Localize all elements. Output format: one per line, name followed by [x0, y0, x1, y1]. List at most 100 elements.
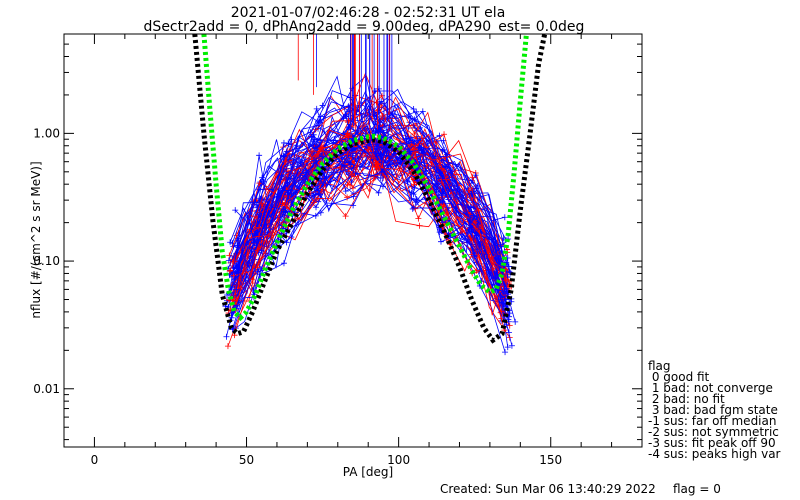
trace-marker — [345, 134, 352, 141]
trace-marker — [280, 152, 287, 159]
trace-line — [236, 156, 505, 331]
trace-marker — [308, 133, 315, 140]
trace-marker — [319, 102, 326, 109]
trace-marker — [434, 180, 441, 187]
trace-marker — [285, 156, 292, 163]
trace-line — [232, 102, 504, 268]
trace-marker — [476, 242, 483, 249]
measured-trace — [230, 102, 507, 271]
trace-marker — [443, 176, 450, 183]
trace-marker — [226, 252, 233, 259]
trace-marker — [419, 108, 426, 115]
legend-item: 2 bad: no fit — [648, 392, 725, 406]
trace-line — [233, 146, 509, 320]
trace-marker — [471, 225, 478, 232]
trace-marker — [410, 105, 417, 112]
trace-marker — [373, 166, 380, 173]
trace-marker — [410, 204, 417, 211]
created-timestamp: Created: Sun Mar 06 13:40:29 2022 — [440, 482, 656, 496]
trace-marker — [411, 130, 418, 137]
trace-marker — [312, 145, 319, 152]
trace-marker — [348, 170, 355, 177]
trace-marker — [470, 252, 477, 259]
trace-marker — [439, 192, 446, 199]
flag-value: flag = 0 — [673, 482, 721, 496]
trace-marker — [344, 181, 351, 188]
trace-marker — [344, 130, 351, 137]
trace-line — [233, 124, 502, 316]
trace-marker — [313, 157, 320, 164]
trace-line — [238, 134, 506, 288]
flag-legend: flag 0 good fit 1 bad: not converge 2 ba… — [648, 359, 781, 461]
trace-line — [230, 115, 504, 280]
y-axis-label: nflux [#/(cm^2 s sr MeV)] — [29, 161, 43, 318]
trace-marker — [503, 277, 510, 284]
trace-marker — [317, 113, 324, 120]
trace-marker — [283, 239, 290, 246]
trace-marker — [412, 142, 419, 149]
trace-marker — [379, 113, 386, 120]
trace-marker — [471, 195, 478, 202]
trace-marker — [316, 191, 323, 198]
trace-line — [228, 90, 501, 261]
trace-marker — [436, 229, 443, 236]
trace-marker — [415, 215, 422, 222]
legend-item: -3 sus: fit peak off 90 — [648, 436, 776, 450]
trace-marker — [417, 136, 424, 143]
trace-marker — [413, 108, 420, 115]
trace-marker — [441, 131, 448, 138]
trace-marker — [349, 185, 356, 192]
trace-marker — [284, 179, 291, 186]
trace-marker — [278, 172, 285, 179]
y-tick-label: 0.10 — [33, 254, 60, 268]
trace-marker — [444, 151, 451, 158]
trace-marker — [226, 268, 233, 275]
trace-marker — [342, 188, 349, 195]
measured-trace — [231, 96, 509, 273]
trace-line — [234, 96, 506, 270]
fit-curve — [201, 34, 529, 322]
trace-marker — [313, 204, 320, 211]
trace-marker — [342, 213, 349, 220]
trace-line — [235, 140, 511, 326]
trace-marker — [230, 264, 237, 271]
trace-marker — [227, 239, 234, 246]
trace-marker — [279, 200, 286, 207]
trace-marker — [381, 167, 388, 174]
trace-marker — [224, 343, 231, 350]
trace-marker — [474, 201, 481, 208]
trace-marker — [465, 226, 472, 233]
trace-line — [237, 138, 501, 315]
axes-layer: 0 50 100 150 0.01 0.10 1.00 — [33, 33, 643, 467]
trace-marker — [512, 318, 519, 325]
trace-marker — [506, 322, 513, 329]
trace-marker — [469, 174, 476, 181]
trace-marker — [344, 151, 351, 158]
trace-marker — [341, 162, 348, 169]
trace-marker — [255, 224, 262, 231]
trace-marker — [380, 129, 387, 136]
trace-bundle — [192, 34, 548, 356]
trace-marker — [232, 207, 239, 214]
legend-title: flag — [648, 359, 671, 373]
x-axis-label: PA [deg] — [343, 465, 393, 479]
chart-title-line2: dSectr2add = 0, dPhAng2add = 9.00deg, dP… — [144, 19, 585, 35]
trace-marker — [256, 180, 263, 187]
trace-marker — [233, 286, 240, 293]
trace-marker — [345, 159, 352, 166]
trace-marker — [318, 153, 325, 160]
legend-item: 0 good fit — [648, 370, 710, 384]
x-tick-label: 50 — [239, 453, 254, 467]
trace-marker — [307, 129, 314, 136]
trace-marker — [473, 185, 480, 192]
legend-item: -2 sus: not symmetric — [648, 425, 779, 439]
trace-marker — [416, 222, 423, 229]
trace-marker — [375, 150, 382, 157]
trace-marker — [280, 206, 287, 213]
trace-marker — [257, 209, 264, 216]
trace-marker — [501, 288, 508, 295]
trace-marker — [412, 205, 419, 212]
trace-marker — [406, 148, 413, 155]
trace-marker — [414, 137, 421, 144]
trace-marker — [468, 229, 475, 236]
